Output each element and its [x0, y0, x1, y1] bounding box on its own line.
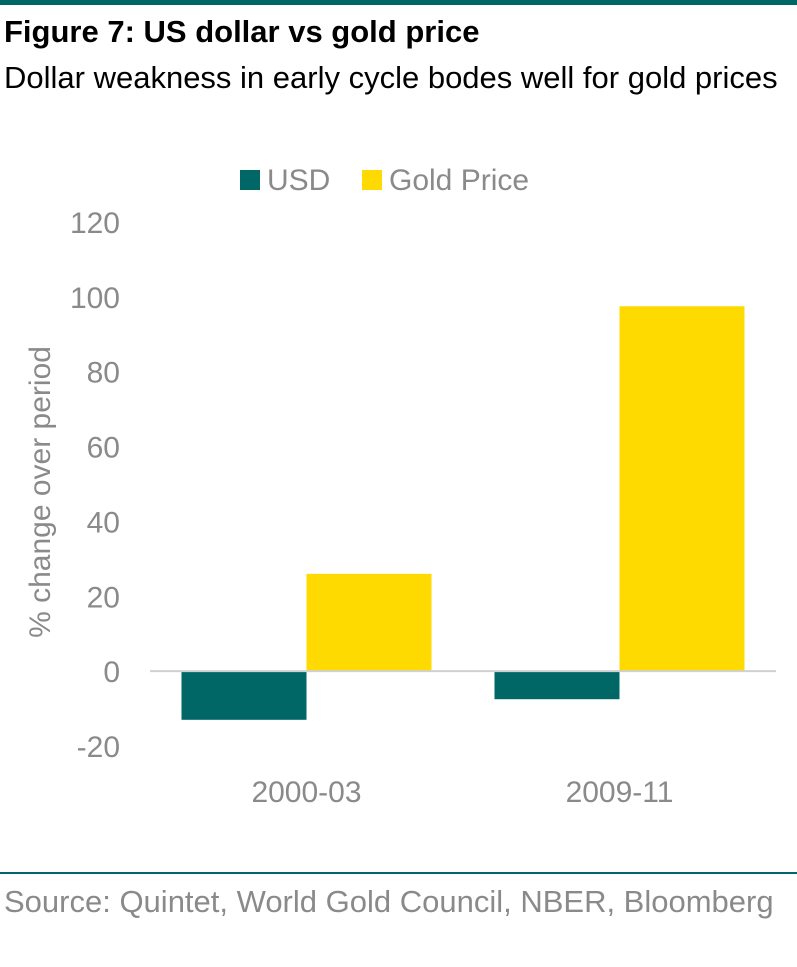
- y-tick-label: 100: [70, 282, 120, 315]
- bar-gold-price-2000-03: [306, 573, 432, 672]
- bottom-rule: [0, 872, 797, 874]
- y-axis-label: % change over period: [24, 346, 57, 638]
- y-tick-label: 40: [87, 506, 120, 539]
- x-tick-label: 2000-03: [251, 776, 361, 809]
- legend-swatch: [240, 170, 260, 190]
- bar-chart: USD Gold Price % change over period -20 0 2…: [24, 164, 776, 809]
- bars: [181, 306, 745, 720]
- y-tick-label: 60: [87, 432, 120, 465]
- y-tick-label: 120: [70, 207, 120, 240]
- figure-subtitle: Dollar weakness in early cycle bodes wel…: [4, 60, 778, 95]
- bar-gold-price-2009-11: [619, 306, 745, 672]
- top-rule: [0, 0, 797, 5]
- y-tick-label: 80: [87, 357, 120, 390]
- figure-title: Figure 7: US dollar vs gold price: [4, 14, 480, 49]
- y-tick-label: -20: [77, 731, 120, 764]
- legend-label: USD: [267, 164, 330, 197]
- y-tick-label: 0: [103, 656, 120, 689]
- legend: USD Gold Price: [240, 164, 529, 197]
- x-tick-label: 2009-11: [566, 776, 674, 809]
- legend-swatch: [362, 170, 382, 190]
- bar-usd-2009-11: [494, 671, 620, 700]
- y-axis-ticks: -20 0 20 40 60 80 100 120: [70, 207, 120, 764]
- bar-usd-2000-03: [181, 671, 307, 720]
- source-note: Source: Quintet, World Gold Council, NBE…: [4, 884, 774, 919]
- x-axis-ticks: 2000-03 2009-11: [251, 776, 673, 809]
- legend-label: Gold Price: [389, 164, 529, 197]
- y-tick-label: 20: [87, 581, 120, 614]
